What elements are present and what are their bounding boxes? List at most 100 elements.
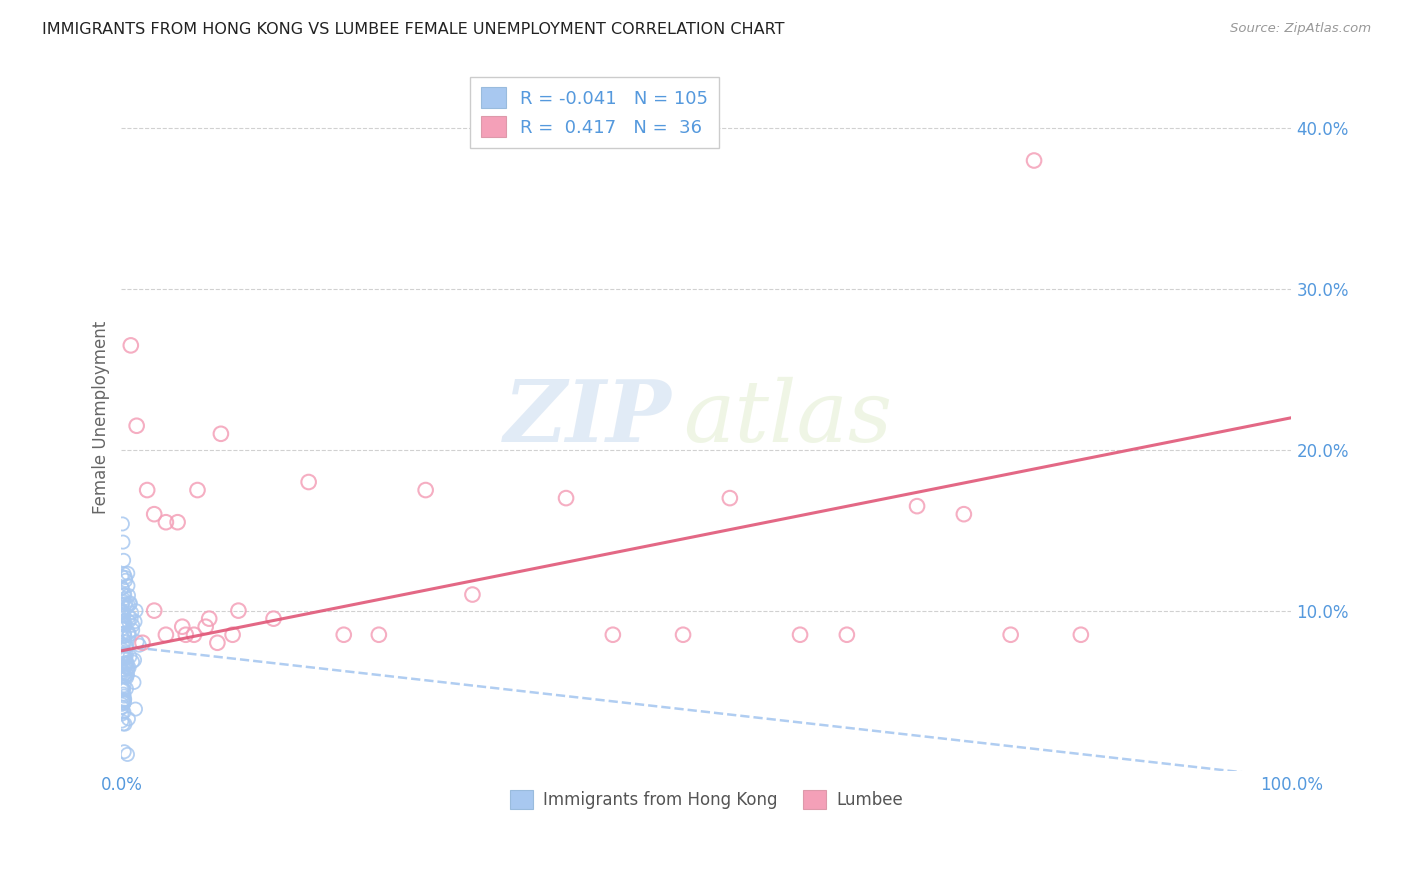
Point bbox=[111, 603, 134, 617]
Point bbox=[183, 628, 205, 642]
Point bbox=[128, 638, 150, 652]
Point bbox=[114, 669, 136, 683]
Point bbox=[111, 605, 134, 619]
Point bbox=[155, 628, 177, 642]
Point bbox=[835, 628, 858, 642]
Point bbox=[461, 588, 484, 602]
Point bbox=[115, 671, 138, 685]
Point bbox=[112, 687, 135, 701]
Point bbox=[1070, 628, 1092, 642]
Point bbox=[298, 475, 321, 489]
Point bbox=[112, 617, 135, 632]
Point bbox=[131, 636, 153, 650]
Point bbox=[415, 483, 437, 497]
Point bbox=[111, 535, 134, 549]
Point bbox=[120, 611, 142, 625]
Point bbox=[117, 667, 139, 681]
Point bbox=[125, 604, 148, 618]
Point bbox=[118, 625, 141, 640]
Point bbox=[111, 569, 134, 583]
Point bbox=[115, 657, 138, 672]
Point bbox=[228, 604, 250, 618]
Point bbox=[114, 570, 136, 584]
Point bbox=[111, 581, 134, 595]
Point bbox=[117, 662, 139, 676]
Point bbox=[121, 623, 143, 637]
Point bbox=[115, 681, 138, 696]
Point bbox=[718, 491, 741, 505]
Point bbox=[118, 661, 141, 675]
Point bbox=[111, 607, 134, 622]
Point bbox=[143, 604, 166, 618]
Text: atlas: atlas bbox=[683, 376, 893, 459]
Point bbox=[114, 651, 136, 665]
Point bbox=[114, 597, 136, 611]
Point bbox=[174, 628, 197, 642]
Point bbox=[1022, 153, 1045, 168]
Point bbox=[111, 706, 134, 721]
Point bbox=[114, 692, 136, 706]
Point bbox=[114, 629, 136, 643]
Point bbox=[117, 579, 139, 593]
Point bbox=[112, 588, 135, 602]
Point bbox=[117, 589, 139, 603]
Point bbox=[118, 628, 141, 642]
Point bbox=[121, 618, 143, 632]
Point bbox=[117, 712, 139, 726]
Point bbox=[172, 620, 194, 634]
Point bbox=[112, 626, 135, 640]
Point bbox=[112, 681, 135, 696]
Point bbox=[672, 628, 695, 642]
Point bbox=[114, 617, 136, 632]
Point bbox=[155, 515, 177, 529]
Point bbox=[166, 515, 188, 529]
Point bbox=[112, 667, 135, 681]
Point bbox=[112, 566, 135, 581]
Point bbox=[114, 574, 136, 588]
Point bbox=[111, 649, 134, 664]
Point bbox=[121, 655, 143, 669]
Point bbox=[111, 598, 134, 612]
Y-axis label: Female Unemployment: Female Unemployment bbox=[93, 321, 110, 515]
Point bbox=[117, 598, 139, 612]
Point bbox=[115, 655, 138, 669]
Point bbox=[112, 665, 135, 680]
Point bbox=[118, 649, 141, 664]
Point bbox=[332, 628, 354, 642]
Point bbox=[111, 516, 134, 531]
Point bbox=[124, 615, 146, 629]
Point bbox=[117, 661, 139, 675]
Point bbox=[143, 507, 166, 521]
Point bbox=[111, 698, 134, 712]
Point bbox=[120, 338, 142, 352]
Point bbox=[115, 648, 138, 662]
Point bbox=[124, 653, 146, 667]
Point bbox=[111, 614, 134, 628]
Point bbox=[117, 747, 139, 762]
Point bbox=[124, 702, 146, 716]
Point bbox=[111, 663, 134, 677]
Point bbox=[114, 628, 136, 642]
Point bbox=[111, 638, 134, 652]
Point bbox=[136, 483, 159, 497]
Point bbox=[121, 606, 143, 620]
Point bbox=[602, 628, 624, 642]
Point bbox=[112, 696, 135, 710]
Point bbox=[112, 682, 135, 697]
Point bbox=[112, 717, 135, 731]
Point bbox=[112, 694, 135, 708]
Point bbox=[905, 499, 928, 513]
Point bbox=[117, 615, 139, 629]
Point bbox=[221, 628, 243, 642]
Point bbox=[114, 717, 136, 731]
Point bbox=[112, 663, 135, 677]
Point bbox=[112, 618, 135, 632]
Point bbox=[114, 630, 136, 644]
Point bbox=[112, 694, 135, 708]
Point bbox=[118, 628, 141, 642]
Point bbox=[367, 628, 389, 642]
Point bbox=[114, 648, 136, 662]
Point bbox=[953, 507, 976, 521]
Point bbox=[111, 614, 134, 628]
Point bbox=[115, 657, 138, 671]
